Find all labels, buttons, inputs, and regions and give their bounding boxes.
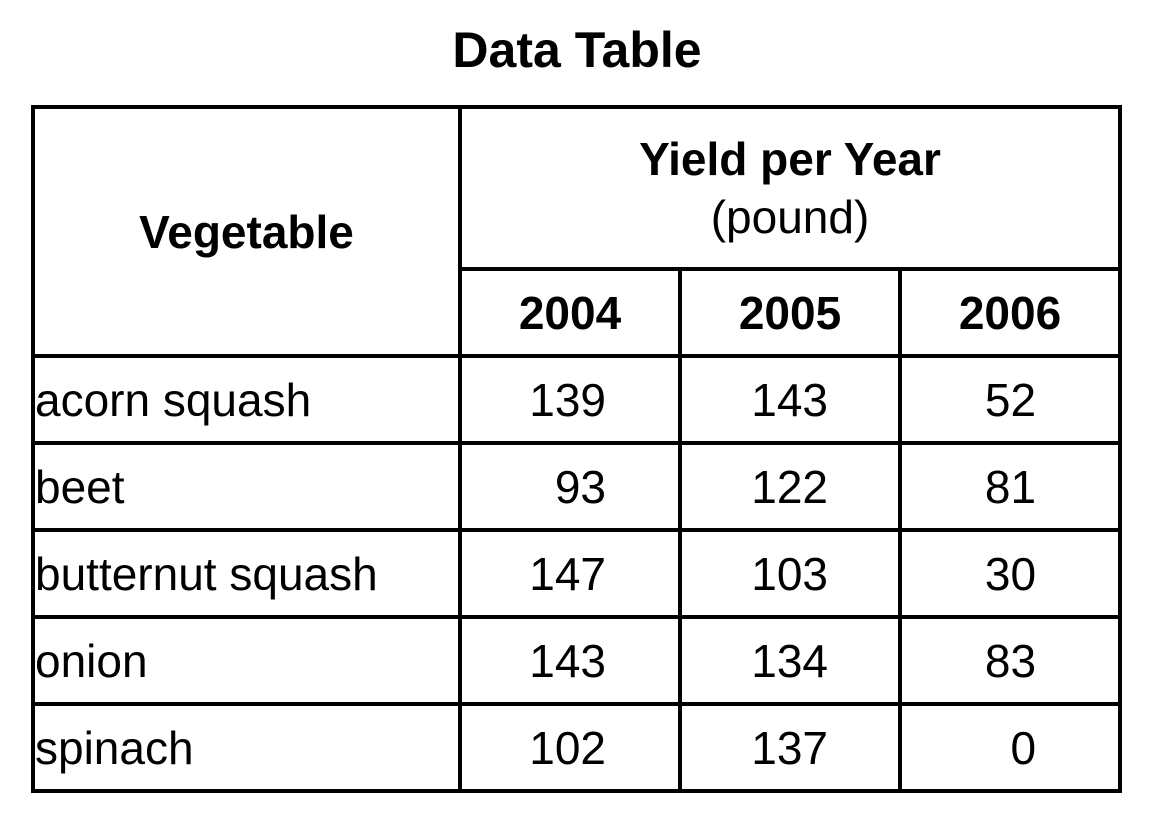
year-header-2005: 2005 (678, 267, 902, 358)
yield-cell: 147 (458, 528, 682, 619)
yield-header-label: Yield per Year (639, 133, 941, 185)
year-header-2004: 2004 (458, 267, 682, 358)
table-row: butternut squash 147 103 30 (31, 528, 1123, 619)
table-row: beet 93 122 81 (31, 441, 1123, 532)
table-row: spinach 102 137 0 (31, 702, 1123, 793)
yield-cell: 139 (458, 354, 682, 445)
yield-header: Yield per Year (pound) (457, 105, 1123, 271)
table-row: acorn squash 139 143 52 (31, 354, 1123, 445)
yield-cell: 102 (458, 702, 682, 793)
vegetable-cell: onion (31, 615, 462, 706)
yield-cell: 0 (897, 702, 1123, 793)
yield-cell: 143 (458, 615, 682, 706)
yield-cell: 93 (458, 441, 682, 532)
year-header-row: 2004 2005 2006 (33, 267, 1123, 358)
page-title: Data Table (452, 22, 702, 78)
year-header-2006: 2006 (897, 267, 1123, 358)
vegetable-header: Vegetable (31, 105, 462, 358)
yield-cell: 143 (678, 354, 902, 445)
yield-cell: 30 (897, 528, 1123, 619)
yield-cell: 122 (678, 441, 902, 532)
yield-cell: 83 (897, 615, 1123, 706)
yield-cell: 52 (897, 354, 1123, 445)
vegetable-cell: acorn squash (31, 354, 462, 445)
yield-cell: 81 (897, 441, 1123, 532)
yield-unit-label: (pound) (710, 191, 870, 243)
vegetable-cell: beet (31, 441, 462, 532)
yield-cell: 103 (678, 528, 902, 619)
vegetable-cell: spinach (31, 702, 462, 793)
yield-cell: 137 (678, 702, 902, 793)
header-row: Vegetable Yield per Year (pound) (31, 105, 1123, 358)
yield-cell: 134 (678, 615, 902, 706)
vegetable-cell: butternut squash (31, 528, 462, 619)
data-table: Vegetable Yield per Year (pound) 2004 20… (31, 105, 1123, 793)
table-row: onion 143 134 83 (31, 615, 1123, 706)
